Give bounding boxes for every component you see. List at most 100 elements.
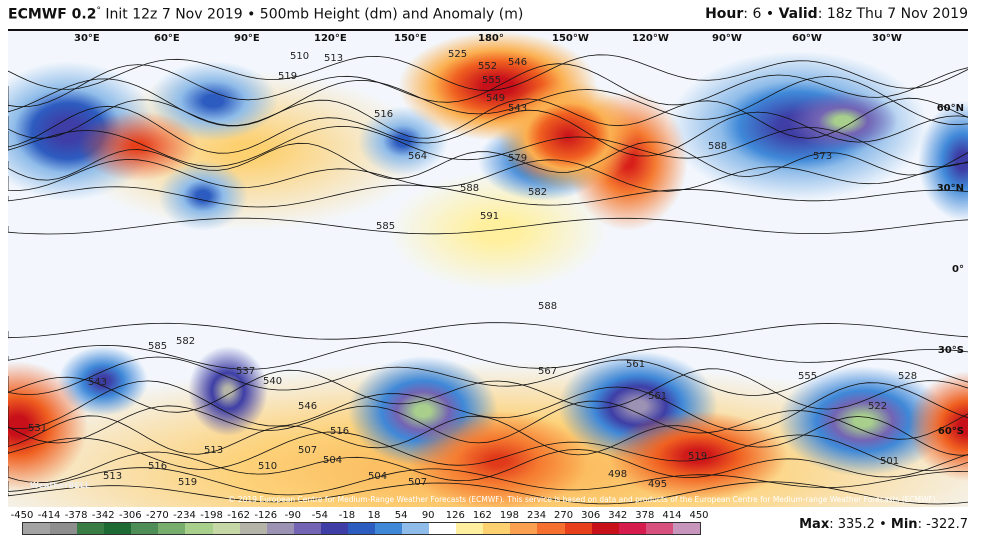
colorbar-tick-label: 342 <box>608 510 628 521</box>
contour-label: 591 <box>480 211 500 222</box>
contour-label: 585 <box>148 341 168 352</box>
contour-line <box>8 125 968 168</box>
lon-label: 150°E <box>394 33 427 44</box>
anomaly-map[interactable]: 30°E 60°E 90°E 120°E 150°E 180° 150°W 12… <box>8 29 968 507</box>
contour-label: 585 <box>376 221 396 232</box>
contour-label: 561 <box>648 391 668 402</box>
colorbar-tick-label: 18 <box>367 510 381 521</box>
contour-line <box>8 400 968 444</box>
colorbar-swatch <box>483 523 511 534</box>
colorbar-swatch <box>645 523 673 534</box>
colorbar-swatch <box>591 523 619 534</box>
contour-label: 540 <box>263 376 283 387</box>
contour-label: 513 <box>103 471 123 482</box>
colorbar-tick-label: 54 <box>394 510 408 521</box>
contour-line <box>8 97 968 139</box>
colorbar-tick-label: 126 <box>445 510 465 521</box>
contour-line <box>8 467 968 496</box>
product-name: 500mb Height (dm) and Anomaly (m) <box>259 6 524 23</box>
contour-label: 504 <box>368 471 388 482</box>
contour-line <box>8 415 968 456</box>
colorbar-swatch <box>104 523 132 534</box>
contour-label: 525 <box>448 49 468 60</box>
degree-symbol: ° <box>96 6 101 16</box>
contour-label: 510 <box>258 461 278 472</box>
colorbar-tick-label: -378 <box>64 510 88 521</box>
contour-line <box>8 380 968 431</box>
colorbar-tick-label: -90 <box>284 510 301 521</box>
map-title: ECMWF 0.2° Init 12z 7 Nov 2019 • 500mb H… <box>8 6 523 23</box>
colorbar-swatch <box>185 523 213 534</box>
contour-label: 582 <box>176 336 196 347</box>
lon-label: 90°E <box>234 33 260 44</box>
model-name: ECMWF 0.2 <box>8 6 97 23</box>
init-time: Init 12z 7 Nov 2019 <box>105 6 243 23</box>
lon-label: 120°W <box>632 33 669 44</box>
contour-label: 519 <box>178 477 198 488</box>
contour-label: 516 <box>374 109 394 120</box>
height-contours <box>8 54 968 505</box>
lat-label: 0° <box>952 264 964 275</box>
valid-time: 18z Thu 7 Nov 2019 <box>826 6 968 22</box>
colorbar-tick-label: -306 <box>118 510 142 521</box>
hour-label: Hour <box>705 6 744 22</box>
colorbar-swatch <box>212 523 240 534</box>
colorbar-swatch <box>23 523 51 534</box>
weatherbell-logo: WeatherBELL <box>30 481 91 490</box>
contour-line <box>8 158 968 192</box>
contour-label: 510 <box>290 51 310 62</box>
colorbar-tick-label: -198 <box>200 510 223 521</box>
colorbar-swatch <box>50 523 78 534</box>
colorbar-swatch <box>429 523 457 534</box>
contour-label: 561 <box>626 359 646 370</box>
colorbar-swatch <box>131 523 159 534</box>
colorbar-tick-label: -162 <box>227 510 250 521</box>
valid-label: Valid <box>778 6 818 22</box>
contour-label: 546 <box>508 57 528 68</box>
separator: • <box>765 6 775 22</box>
colorbar-tick-label: -450 <box>10 510 34 521</box>
colorbar-swatch <box>158 523 186 534</box>
contour-line <box>8 449 968 484</box>
contour-label: 516 <box>330 426 350 437</box>
colorbar-tick-label: 450 <box>689 510 709 521</box>
contour-line <box>8 431 968 472</box>
contour-label: 573 <box>813 151 833 162</box>
colorbar-swatch <box>347 523 376 534</box>
colorbar-tick-label: 90 <box>421 510 435 521</box>
contour-label: 552 <box>478 61 498 72</box>
colorbar-tick-label: 234 <box>526 510 547 521</box>
colorbar-swatch <box>672 523 700 534</box>
colorbar-swatch <box>564 523 592 534</box>
contour-label: 504 <box>323 455 343 466</box>
colorbar-tick-label: 162 <box>472 510 492 521</box>
colorbar-tick-label: -342 <box>91 510 115 521</box>
colorbar-swatch <box>537 523 565 534</box>
contour-label: 519 <box>278 71 298 82</box>
contour-label: 507 <box>408 477 428 488</box>
anomaly-field <box>8 31 968 507</box>
colorbar-tick-label: 414 <box>662 510 682 521</box>
colorbar-labels: -450 -414 -378 -342 -306 -270 -234 -198 -162 -126… <box>10 510 709 522</box>
contour-line <box>8 322 968 340</box>
min-value: -322.7 <box>926 517 968 532</box>
contour-label: 531 <box>28 423 48 434</box>
lon-label: 90°W <box>712 33 742 44</box>
valid-info: Hour: 6 • Valid: 18z Thu 7 Nov 2019 <box>705 6 968 22</box>
contour-label: 546 <box>298 401 318 412</box>
max-min-readout: Max: 335.2 • Min: -322.7 <box>799 517 968 532</box>
contour-label: 567 <box>538 366 558 377</box>
lat-label: 60°N <box>936 103 964 114</box>
contour-label: 582 <box>528 187 548 198</box>
contour-label: 549 <box>486 93 506 104</box>
contour-line <box>8 184 968 208</box>
colorbar-swatch <box>320 523 348 534</box>
colorbar-swatch <box>510 523 538 534</box>
contour-label: 588 <box>708 141 728 152</box>
colorbar-swatch <box>375 523 403 534</box>
contour-label: 528 <box>898 371 918 382</box>
lon-label: 180° <box>478 33 504 44</box>
contour-label: 513 <box>204 445 224 456</box>
colorbar-tick-label: -54 <box>311 510 329 521</box>
colorbar-swatch <box>239 523 267 534</box>
